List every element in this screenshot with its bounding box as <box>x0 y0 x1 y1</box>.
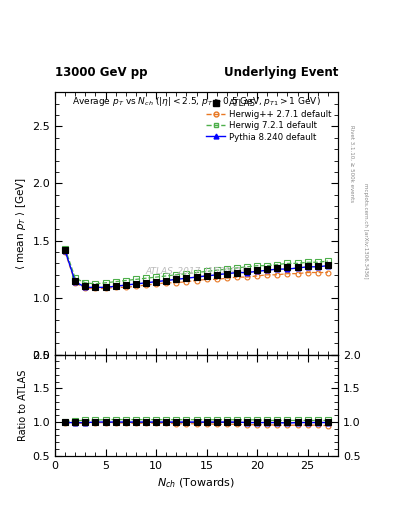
Legend: ATLAS, Herwig++ 2.7.1 default, Herwig 7.2.1 default, Pythia 8.240 default: ATLAS, Herwig++ 2.7.1 default, Herwig 7.… <box>204 96 334 144</box>
Text: ATLAS_2017_I1509919: ATLAS_2017_I1509919 <box>145 266 248 275</box>
Text: 13000 GeV pp: 13000 GeV pp <box>55 67 147 79</box>
Y-axis label: Ratio to ATLAS: Ratio to ATLAS <box>18 370 28 441</box>
Y-axis label: $\langle$ mean $p_T$ $\rangle$ [GeV]: $\langle$ mean $p_T$ $\rangle$ [GeV] <box>14 177 28 270</box>
X-axis label: $N_{ch}$ (Towards): $N_{ch}$ (Towards) <box>158 476 235 489</box>
Text: Underlying Event: Underlying Event <box>224 67 338 79</box>
Text: Rivet 3.1.10, ≥ 500k events: Rivet 3.1.10, ≥ 500k events <box>349 125 354 202</box>
Text: mcplots.cern.ch [arXiv:1306.3436]: mcplots.cern.ch [arXiv:1306.3436] <box>363 183 368 278</box>
Text: Average $p_T$ vs $N_{ch}$ ($|\eta| < 2.5$, $p_T > 0.5$ GeV, $p_{T1} > 1$ GeV): Average $p_T$ vs $N_{ch}$ ($|\eta| < 2.5… <box>72 95 321 108</box>
